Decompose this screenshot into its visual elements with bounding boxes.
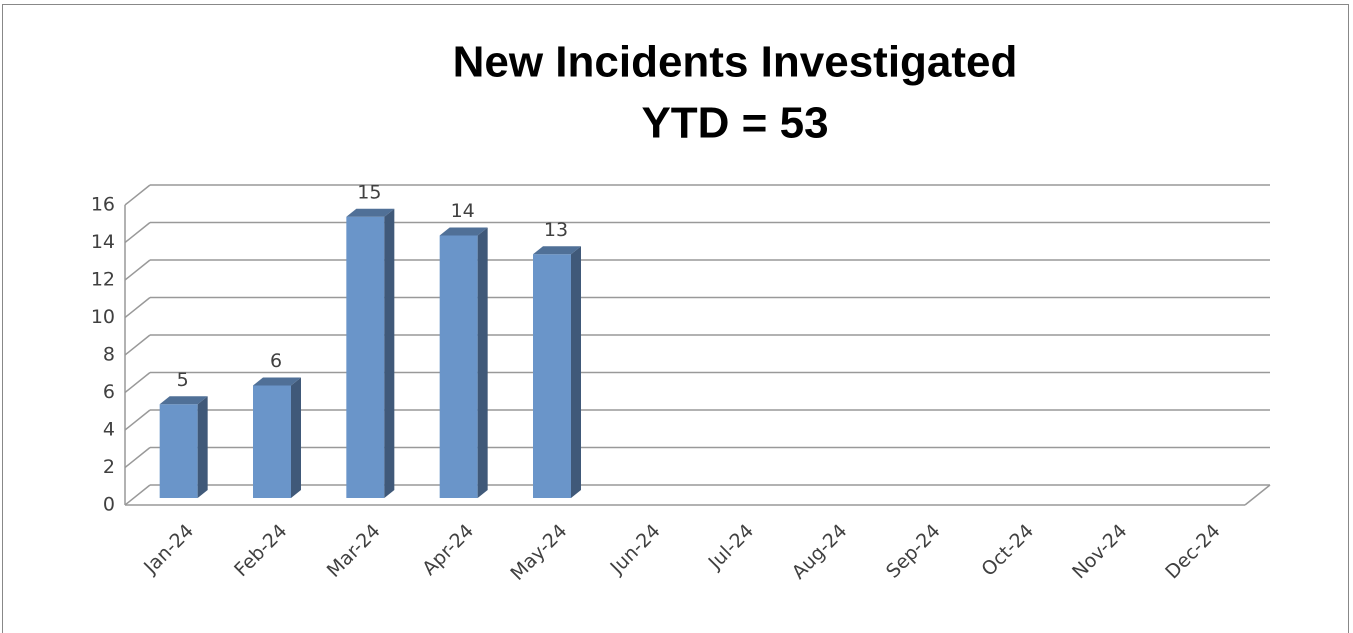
value-label: 14 bbox=[451, 200, 475, 222]
value-label: 6 bbox=[270, 350, 282, 372]
grid-line bbox=[124, 334, 151, 356]
bar-front bbox=[346, 216, 385, 498]
grid-line bbox=[124, 221, 151, 244]
bar-side bbox=[384, 208, 395, 498]
y-tick-label: 6 bbox=[103, 381, 115, 403]
bar-side bbox=[571, 246, 581, 498]
bar-front bbox=[439, 235, 478, 498]
y-tick-label: 4 bbox=[103, 419, 115, 441]
bar-side bbox=[291, 377, 301, 498]
chart-title: YTD = 53 bbox=[641, 99, 828, 148]
bar-top bbox=[346, 208, 395, 217]
value-label: 13 bbox=[544, 219, 568, 241]
bar bbox=[159, 396, 208, 498]
bar-top bbox=[439, 227, 488, 236]
y-tick-label: 8 bbox=[103, 344, 115, 366]
bar-side bbox=[197, 396, 208, 498]
grid-line bbox=[124, 409, 151, 431]
floor-line bbox=[1244, 484, 1271, 506]
y-tick-label: 2 bbox=[103, 456, 115, 478]
bar-top bbox=[253, 377, 301, 386]
y-tick-label: 12 bbox=[91, 269, 115, 291]
grid-line bbox=[124, 446, 151, 469]
grid-line bbox=[124, 259, 151, 281]
grid-line bbox=[124, 484, 151, 506]
bar-front bbox=[533, 254, 571, 498]
bar bbox=[533, 246, 581, 498]
grid-line bbox=[124, 184, 151, 206]
y-tick-label: 14 bbox=[91, 231, 115, 253]
bar-front bbox=[253, 385, 291, 498]
chart-border bbox=[2, 4, 1349, 633]
bar bbox=[439, 227, 488, 498]
bar bbox=[253, 377, 301, 498]
bar-top bbox=[533, 246, 581, 255]
chart-title: New Incidents Investigated bbox=[453, 38, 1018, 87]
grid-line bbox=[124, 296, 151, 319]
bar-side bbox=[477, 227, 488, 498]
bar-front bbox=[159, 404, 198, 498]
y-tick-label: 0 bbox=[103, 494, 115, 516]
grid-line bbox=[124, 371, 151, 394]
y-tick-label: 16 bbox=[91, 194, 115, 216]
value-label: 5 bbox=[177, 369, 189, 391]
y-tick-label: 10 bbox=[91, 306, 115, 328]
value-label: 15 bbox=[357, 181, 381, 203]
bar bbox=[346, 208, 395, 498]
bar-top bbox=[159, 396, 208, 405]
